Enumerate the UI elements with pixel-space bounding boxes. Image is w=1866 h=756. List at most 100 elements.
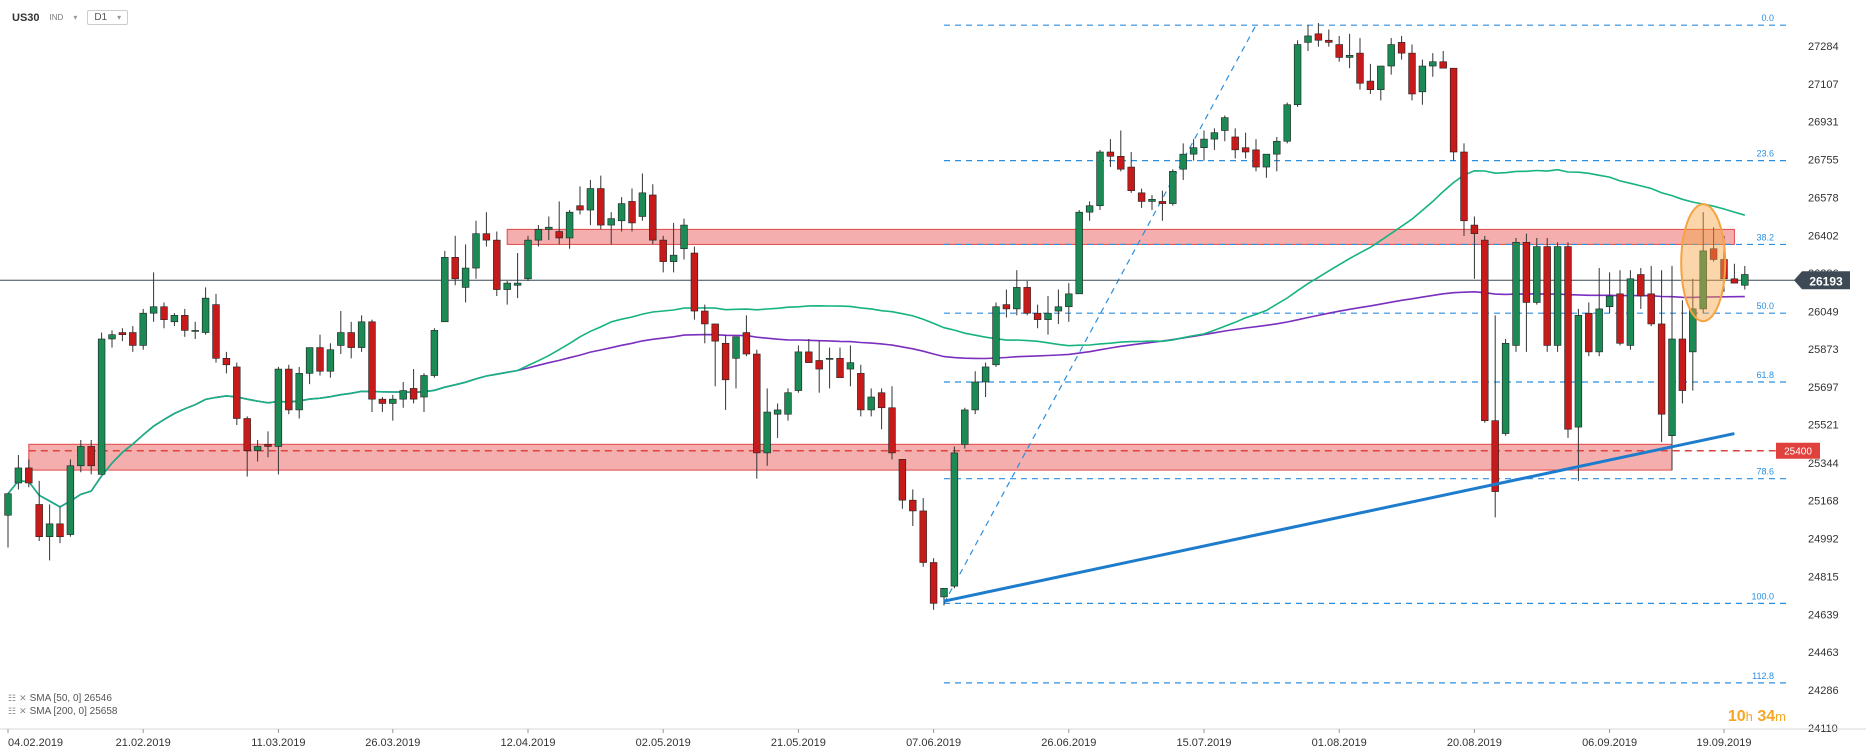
candle bbox=[1179, 143, 1187, 180]
candle-body bbox=[253, 446, 262, 452]
candle-body bbox=[451, 257, 459, 280]
candle-countdown: 10h 34m bbox=[1728, 708, 1786, 726]
candle-body bbox=[1179, 153, 1187, 170]
candle-body bbox=[940, 587, 948, 598]
instrument-chevron-down-icon[interactable]: ▾ bbox=[73, 13, 78, 22]
candle-body bbox=[1668, 338, 1676, 437]
candle bbox=[586, 179, 595, 226]
candle-body bbox=[701, 310, 709, 325]
candle bbox=[1397, 35, 1406, 60]
candle bbox=[420, 373, 428, 413]
candle-body bbox=[545, 226, 553, 230]
candle bbox=[45, 504, 54, 561]
candle-body bbox=[482, 233, 491, 241]
candle bbox=[1210, 128, 1219, 150]
zone-upper-resistance bbox=[506, 228, 1735, 245]
candle bbox=[1689, 278, 1697, 391]
candle-body bbox=[97, 338, 106, 475]
candle-body bbox=[576, 205, 584, 211]
candle-body bbox=[1418, 65, 1427, 93]
candle-body bbox=[763, 411, 771, 454]
y-tick-label: 24286 bbox=[1808, 685, 1839, 697]
candle bbox=[1533, 237, 1541, 305]
y-tick-label: 24639 bbox=[1808, 609, 1839, 621]
y-tick-label: 27284 bbox=[1808, 41, 1839, 53]
candle bbox=[701, 304, 709, 344]
remove-icon[interactable]: ✕ bbox=[19, 706, 27, 716]
level-tag bbox=[1776, 442, 1820, 459]
candle bbox=[940, 587, 948, 606]
candle bbox=[451, 235, 459, 286]
fib-level-label: 100.0 bbox=[1751, 591, 1774, 601]
fib-level-label: 78.6 bbox=[1756, 467, 1774, 477]
candle-body bbox=[347, 332, 355, 348]
candle bbox=[1158, 190, 1167, 221]
timeframe-select[interactable]: D1 ▾ bbox=[87, 10, 129, 25]
candle bbox=[1647, 265, 1655, 327]
candle-body bbox=[129, 332, 137, 346]
remove-icon[interactable]: ✕ bbox=[19, 693, 27, 703]
candle bbox=[357, 315, 366, 352]
candle-body bbox=[1429, 61, 1437, 67]
candle-body bbox=[1273, 140, 1281, 155]
candle-body bbox=[909, 499, 917, 512]
candle bbox=[1449, 67, 1458, 161]
candle bbox=[56, 506, 64, 544]
settings-icon[interactable]: ☷ bbox=[8, 706, 17, 716]
candle-body bbox=[1200, 138, 1208, 149]
candle-body bbox=[1605, 295, 1614, 308]
candle bbox=[1605, 272, 1614, 314]
candle-body bbox=[1065, 293, 1073, 308]
candle-body bbox=[1616, 293, 1624, 344]
candle bbox=[1127, 152, 1135, 193]
candle bbox=[721, 334, 730, 410]
candle-body bbox=[1449, 67, 1458, 153]
candle-body bbox=[118, 332, 127, 335]
indicator-legend: ☷ ✕ SMA [50, 0] 26546 ☷ ✕ SMA [200, 0] 25658 bbox=[8, 692, 117, 718]
candle-body bbox=[472, 233, 480, 269]
highlight-ellipse bbox=[1680, 203, 1727, 323]
candle-body bbox=[1522, 241, 1531, 303]
x-tick-label: 04.02.2019 bbox=[8, 737, 63, 749]
candle bbox=[201, 287, 210, 335]
candle-body bbox=[1647, 293, 1655, 325]
candle-body bbox=[867, 396, 875, 411]
x-tick-label: 15.07.2019 bbox=[1176, 737, 1231, 749]
candle bbox=[617, 197, 626, 232]
candle bbox=[1387, 38, 1395, 75]
candle bbox=[222, 351, 231, 374]
candle-body bbox=[1491, 420, 1499, 492]
candle bbox=[815, 341, 823, 393]
candle bbox=[805, 338, 813, 363]
candle bbox=[399, 381, 407, 408]
candle bbox=[1616, 270, 1624, 346]
candle bbox=[1241, 132, 1250, 159]
candle bbox=[690, 246, 699, 320]
y-tick-label: 27107 bbox=[1808, 79, 1839, 91]
candle bbox=[1501, 338, 1510, 436]
candle bbox=[867, 388, 875, 417]
candle bbox=[1418, 59, 1427, 105]
settings-icon[interactable]: ☷ bbox=[8, 693, 17, 703]
candle bbox=[191, 321, 199, 339]
current-price-tag bbox=[1794, 271, 1850, 290]
fib-level-label: 23.6 bbox=[1756, 149, 1774, 159]
legend-sma50[interactable]: ☷ ✕ SMA [50, 0] 26546 bbox=[8, 692, 117, 705]
candle-body bbox=[1002, 304, 1011, 310]
candle bbox=[992, 302, 1000, 367]
candle-body bbox=[638, 192, 647, 217]
candle-body bbox=[389, 398, 397, 404]
candle bbox=[1699, 212, 1707, 314]
candle bbox=[493, 231, 501, 296]
candle bbox=[1564, 242, 1572, 438]
symbol-label[interactable]: US30 bbox=[12, 11, 40, 24]
legend-sma200[interactable]: ☷ ✕ SMA [200, 0] 25658 bbox=[8, 705, 117, 718]
candle-body bbox=[1397, 42, 1406, 54]
candle bbox=[1626, 270, 1635, 350]
candle-body bbox=[441, 257, 449, 323]
candle-body bbox=[555, 231, 563, 239]
candle bbox=[347, 321, 355, 359]
candle-body bbox=[87, 446, 95, 467]
candle bbox=[513, 253, 522, 299]
